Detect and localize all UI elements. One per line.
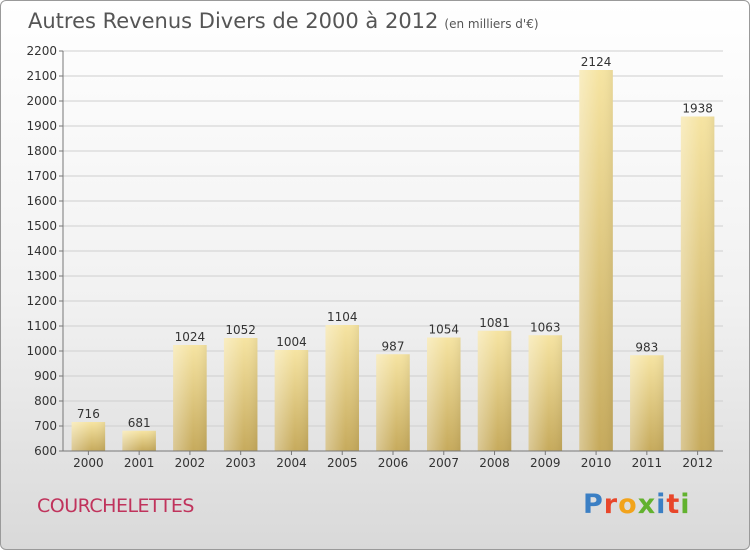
y-tick-label: 2100 [26, 69, 57, 83]
y-tick-label: 1300 [26, 269, 57, 283]
data-label: 983 [635, 340, 658, 354]
y-tick-label: 1900 [26, 119, 57, 133]
y-tick-label: 800 [34, 394, 57, 408]
x-tick-label: 2011 [632, 456, 663, 470]
x-tick-label: 2005 [327, 456, 358, 470]
y-axis: 600 700 800 900 1000 1100 1200 1300 1400 1500 1600… [26, 44, 64, 458]
y-tick-label: 2000 [26, 94, 57, 108]
bar-shine [376, 354, 410, 451]
y-tick-label: 1400 [26, 244, 57, 258]
bar-shine [223, 338, 258, 451]
chart-title: Autres Revenus Divers de 2000 à 2012 (en … [28, 9, 539, 33]
bar-shine [173, 345, 207, 451]
x-tick-label: 2003 [225, 456, 256, 470]
data-label: 1052 [225, 323, 256, 337]
data-label: 1004 [276, 335, 307, 349]
y-tick-label: 600 [34, 444, 57, 458]
x-tick-label: 2010 [581, 456, 612, 470]
x-tick-label: 2008 [479, 456, 510, 470]
logo-letter: i [680, 489, 691, 520]
logo-letter: r [603, 489, 619, 520]
logo-letter: i [656, 489, 667, 520]
y-tick-label: 1800 [26, 144, 57, 158]
data-label: 1054 [428, 323, 459, 337]
y-tick-label: 1100 [26, 319, 57, 333]
x-tick-label: 2012 [682, 456, 713, 470]
data-label: 1104 [327, 310, 358, 324]
x-tick-label: 2001 [124, 456, 155, 470]
logo-letter: t [666, 489, 681, 520]
logo-letter: P [583, 489, 604, 520]
y-tick-label: 900 [34, 369, 57, 383]
y-tick-label: 1500 [26, 219, 57, 233]
bar-shine [477, 330, 512, 451]
data-label: 1081 [479, 316, 510, 330]
chart-unit: (en milliers d'€) [444, 17, 539, 31]
y-tick-label: 2200 [26, 44, 57, 58]
commune-name: COURCHELETTES [37, 495, 194, 517]
logo-letter: x [637, 489, 657, 520]
x-tick-label: 2002 [175, 456, 206, 470]
x-tick-label: 2006 [378, 456, 409, 470]
bar-shine [630, 355, 664, 451]
data-label: 2124 [581, 55, 612, 69]
bar-shine [274, 350, 309, 451]
x-axis: 2000 2001 2002 2003 2004 2005 2006 2007 2008 2009… [63, 450, 723, 470]
y-tick-label: 700 [34, 419, 57, 433]
bar-shine [122, 430, 156, 451]
data-label: 716 [77, 407, 100, 421]
data-label: 987 [382, 339, 405, 353]
y-tick-label: 1000 [26, 344, 57, 358]
proxiti-logo[interactable]: Proxiti [583, 489, 691, 520]
x-tick-label: 2007 [428, 456, 459, 470]
x-tick-label: 2004 [276, 456, 307, 470]
bar-shine [680, 116, 715, 451]
bar-shine [71, 422, 106, 451]
y-tick-label: 1600 [26, 194, 57, 208]
bar-shine [579, 70, 613, 451]
y-tick-label: 1700 [26, 169, 57, 183]
data-labels: 716 681 1024 1052 1004 1104 987 1054 1081 1063 212… [77, 55, 713, 430]
data-label: 1063 [530, 320, 561, 334]
bars [71, 70, 715, 451]
data-label: 1024 [175, 330, 206, 344]
chart-title-text: Autres Revenus Divers de 2000 à 2012 [28, 9, 439, 33]
bar-shine [325, 325, 359, 451]
x-tick-label: 2009 [530, 456, 561, 470]
bar-shine [528, 335, 563, 451]
x-tick-label: 2000 [73, 456, 104, 470]
bar-shine [427, 337, 461, 451]
logo-letter: o [618, 489, 638, 520]
data-label: 1938 [682, 102, 713, 116]
data-label: 681 [128, 416, 151, 430]
y-tick-label: 1200 [26, 294, 57, 308]
